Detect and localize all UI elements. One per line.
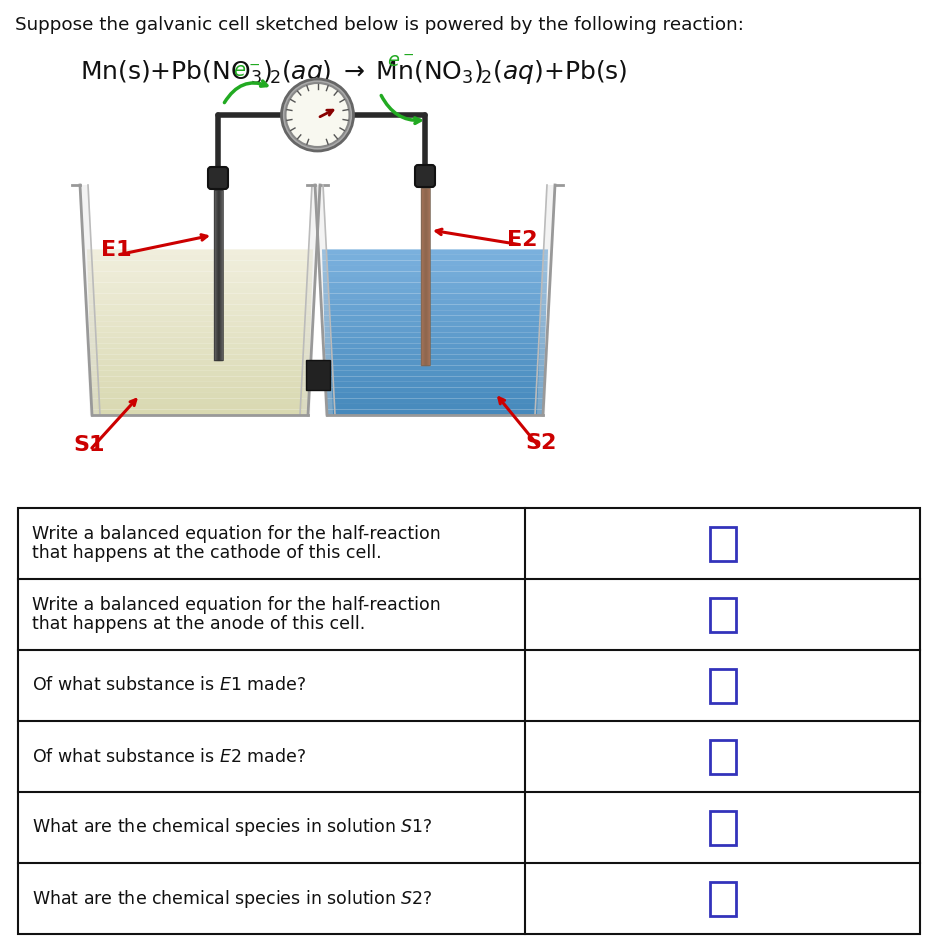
Polygon shape xyxy=(323,288,547,294)
Polygon shape xyxy=(88,277,312,283)
Polygon shape xyxy=(87,271,312,277)
Polygon shape xyxy=(326,382,544,388)
Bar xyxy=(421,188,430,365)
Text: that happens at the cathode of this cell.: that happens at the cathode of this cell… xyxy=(32,544,382,562)
Polygon shape xyxy=(323,271,548,277)
Polygon shape xyxy=(89,327,310,332)
Polygon shape xyxy=(92,409,309,415)
Polygon shape xyxy=(87,266,312,271)
Text: What are the chemical species in solution $\mathit{S2}$?: What are the chemical species in solutio… xyxy=(32,887,432,910)
Polygon shape xyxy=(302,185,321,415)
Polygon shape xyxy=(323,277,547,283)
Polygon shape xyxy=(79,185,98,415)
Polygon shape xyxy=(325,365,545,371)
Polygon shape xyxy=(324,294,547,300)
Text: $\mathsf{Mn(s){+}Pb\left(NO_3\right)_{\!2}}$$\mathit{(aq)}$$\mathsf{\;\rightarro: $\mathsf{Mn(s){+}Pb\left(NO_3\right)_{\!… xyxy=(80,58,628,86)
Polygon shape xyxy=(88,283,312,288)
Text: What are the chemical species in solution $\mathit{S1}$?: What are the chemical species in solutio… xyxy=(32,816,432,839)
Text: Suppose the galvanic cell sketched below is powered by the following reaction:: Suppose the galvanic cell sketched below… xyxy=(15,16,744,34)
Polygon shape xyxy=(90,355,310,359)
Circle shape xyxy=(281,79,354,151)
Text: Of what substance is $\mathit{E1}$ made?: Of what substance is $\mathit{E1}$ made? xyxy=(32,677,306,695)
Polygon shape xyxy=(90,344,310,349)
FancyBboxPatch shape xyxy=(415,165,435,187)
Polygon shape xyxy=(89,315,311,321)
Polygon shape xyxy=(326,388,544,393)
Polygon shape xyxy=(88,304,311,310)
Text: S1: S1 xyxy=(73,435,105,455)
Polygon shape xyxy=(89,332,310,338)
Polygon shape xyxy=(322,249,548,255)
Polygon shape xyxy=(88,294,311,300)
Polygon shape xyxy=(92,399,309,404)
Polygon shape xyxy=(90,338,310,344)
Polygon shape xyxy=(326,404,543,409)
Circle shape xyxy=(285,83,350,147)
Polygon shape xyxy=(325,332,546,338)
Polygon shape xyxy=(89,321,310,327)
Polygon shape xyxy=(325,371,544,376)
Polygon shape xyxy=(325,376,544,382)
Polygon shape xyxy=(323,266,548,271)
Polygon shape xyxy=(314,185,333,415)
Polygon shape xyxy=(91,376,310,382)
FancyBboxPatch shape xyxy=(709,739,735,773)
Bar xyxy=(214,190,223,360)
Polygon shape xyxy=(326,399,543,404)
Polygon shape xyxy=(91,393,309,399)
Text: S2: S2 xyxy=(525,433,556,453)
Polygon shape xyxy=(90,365,310,371)
Polygon shape xyxy=(92,404,309,409)
FancyBboxPatch shape xyxy=(308,361,327,389)
Text: $e^-$: $e^-$ xyxy=(233,62,261,81)
Polygon shape xyxy=(325,355,545,359)
FancyBboxPatch shape xyxy=(208,167,228,189)
Text: E2: E2 xyxy=(507,230,537,250)
Text: Write a balanced equation for the half-reaction: Write a balanced equation for the half-r… xyxy=(32,525,441,543)
Polygon shape xyxy=(324,315,546,321)
Polygon shape xyxy=(325,338,545,344)
Polygon shape xyxy=(325,327,546,332)
Polygon shape xyxy=(89,310,311,315)
Text: Of what substance is $\mathit{E2}$ made?: Of what substance is $\mathit{E2}$ made? xyxy=(32,748,306,766)
Polygon shape xyxy=(91,382,309,388)
Text: E1: E1 xyxy=(101,240,132,260)
FancyBboxPatch shape xyxy=(709,811,735,844)
Polygon shape xyxy=(88,300,311,304)
Polygon shape xyxy=(323,283,547,288)
Polygon shape xyxy=(325,344,545,349)
FancyBboxPatch shape xyxy=(709,597,735,632)
Text: $e^-$: $e^-$ xyxy=(387,52,415,71)
Text: that happens at the anode of this cell.: that happens at the anode of this cell. xyxy=(32,615,365,633)
Bar xyxy=(306,360,329,390)
Polygon shape xyxy=(324,310,546,315)
Polygon shape xyxy=(326,409,543,415)
Polygon shape xyxy=(90,359,310,365)
Polygon shape xyxy=(88,288,311,294)
FancyBboxPatch shape xyxy=(709,668,735,703)
Polygon shape xyxy=(87,260,312,266)
Polygon shape xyxy=(537,185,556,415)
Bar xyxy=(18,508,920,934)
Polygon shape xyxy=(322,255,548,260)
FancyBboxPatch shape xyxy=(709,526,735,561)
Polygon shape xyxy=(325,349,545,355)
FancyBboxPatch shape xyxy=(709,882,735,915)
Polygon shape xyxy=(87,255,313,260)
Polygon shape xyxy=(90,349,310,355)
Polygon shape xyxy=(323,260,548,266)
Polygon shape xyxy=(91,371,310,376)
Polygon shape xyxy=(324,304,546,310)
Polygon shape xyxy=(325,321,546,327)
Polygon shape xyxy=(325,359,545,365)
Polygon shape xyxy=(91,388,309,393)
Polygon shape xyxy=(326,393,544,399)
Polygon shape xyxy=(324,300,547,304)
Polygon shape xyxy=(87,249,313,255)
Text: Write a balanced equation for the half-reaction: Write a balanced equation for the half-r… xyxy=(32,596,441,614)
